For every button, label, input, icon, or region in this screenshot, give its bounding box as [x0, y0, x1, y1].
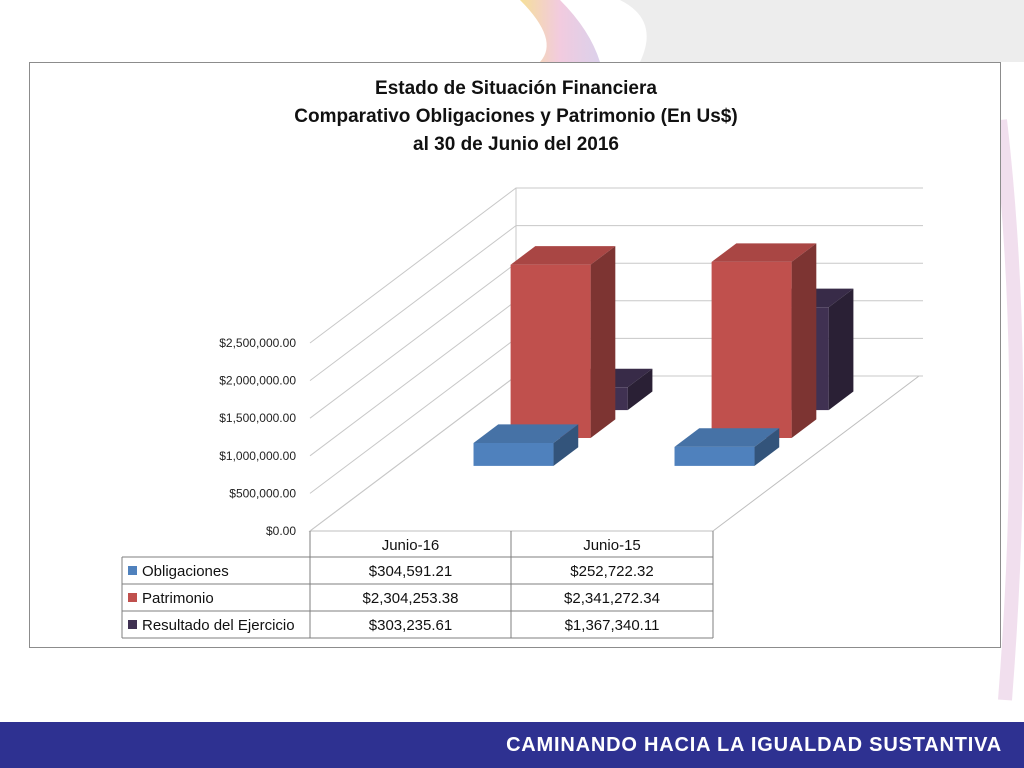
bar-front-face: [711, 261, 792, 438]
decorative-arc: [993, 119, 1024, 701]
category-label: Junio-16: [382, 537, 440, 554]
data-table: Junio-16 Junio-15 Obligaciones $304,591.21 $…: [121, 531, 714, 639]
data-label: $303,235.61: [369, 617, 452, 634]
bar-front-face: [473, 442, 554, 466]
bar-side-face: [553, 424, 579, 466]
bar-front-face: [510, 264, 591, 438]
legend-key: [128, 566, 137, 575]
y-tick-label: $2,000,000.00: [219, 374, 296, 388]
bar-side-face: [627, 368, 653, 411]
bar-side-face: [828, 288, 854, 411]
data-label: $2,304,253.38: [363, 590, 459, 607]
chart-title-line-2: Comparativo Obligaciones y Patrimonio (E…: [294, 106, 738, 127]
chart-title-line-1: Estado de Situación Financiera: [375, 78, 657, 99]
bar-top-face: [473, 424, 579, 443]
decorative-photo-fade: [620, 0, 1024, 62]
bar-side-face: [590, 246, 616, 438]
data-label: $2,341,272.34: [564, 590, 660, 607]
bar-obligaciones-junio-16: [473, 424, 579, 466]
bar-side-face: [791, 243, 817, 438]
bar-side-face: [754, 428, 780, 466]
y-tick-label: $1,000,000.00: [219, 449, 296, 463]
y-tick-label: $0.00: [266, 524, 296, 538]
data-label: $1,367,340.11: [565, 617, 660, 634]
footer-bar: CAMINANDO HACIA LA IGUALDAD SUSTANTIVA: [0, 722, 1024, 768]
footer-slogan: CAMINANDO HACIA LA IGUALDAD SUSTANTIVA: [506, 734, 1002, 756]
chart-title-line-3: al 30 de Junio del 2016: [413, 134, 619, 155]
data-label: $304,591.21: [369, 563, 452, 580]
decorative-swoosh: [520, 0, 600, 62]
legend-key: [128, 620, 137, 629]
bar-obligaciones-junio-15: [674, 428, 780, 466]
data-label: $252,722.32: [570, 563, 653, 580]
bar-front-face: [674, 446, 755, 466]
legend-entry: Resultado del Ejercicio: [142, 617, 295, 634]
chart-plot: $0.00 $500,000.00 $1,000,000.00 $1,500,000.…: [121, 187, 923, 639]
bar-patrimonio-junio-15: [711, 243, 817, 438]
y-tick-label: $2,500,000.00: [219, 336, 296, 350]
y-tick-label: $1,500,000.00: [219, 411, 296, 425]
bar-top-face: [510, 246, 616, 265]
legend-entry: Patrimonio: [142, 590, 214, 607]
legend-key: [128, 593, 137, 602]
legend-entry: Obligaciones: [142, 563, 229, 580]
bar-top-face: [711, 243, 817, 262]
y-tick-label: $500,000.00: [229, 486, 296, 500]
bar-top-face: [674, 428, 780, 447]
bar-patrimonio-junio-16: [510, 246, 616, 438]
chart-frame: Estado de Situación Financiera Comparati…: [29, 62, 1001, 648]
category-label: Junio-15: [583, 537, 641, 554]
